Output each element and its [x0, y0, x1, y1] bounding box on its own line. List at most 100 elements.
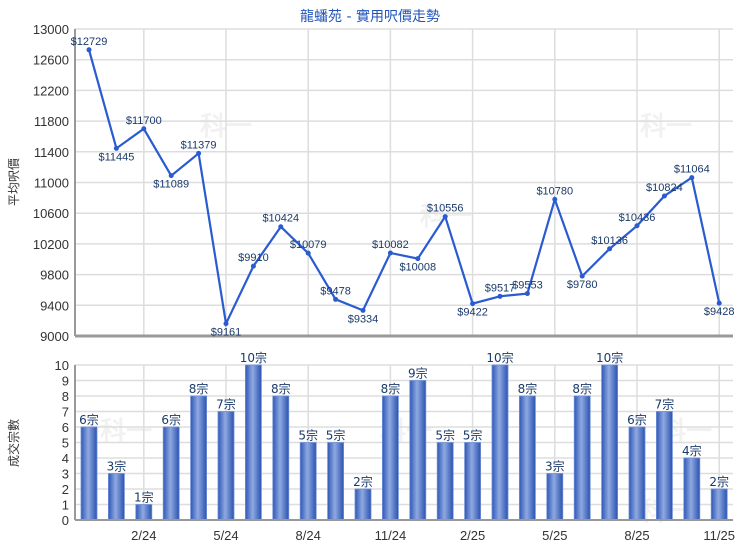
- data-point: [579, 273, 585, 279]
- y-tick-label: 11400: [34, 145, 69, 160]
- bar: [381, 395, 399, 521]
- data-point: [333, 296, 339, 302]
- data-point: [305, 250, 311, 256]
- y-tick-label: 10200: [33, 237, 69, 252]
- bar: [628, 426, 646, 521]
- bar: [244, 364, 262, 521]
- bar-label: 7宗: [216, 397, 236, 412]
- bar: [162, 426, 180, 521]
- y-tick-label: 8: [62, 389, 69, 404]
- bar-label: 2宗: [709, 474, 729, 489]
- x-tick-label: 8/25: [624, 528, 649, 543]
- data-label: $9422: [457, 307, 488, 319]
- data-label: $11089: [153, 179, 189, 191]
- bar: [354, 488, 372, 521]
- bar: [519, 395, 536, 521]
- data-point: [196, 150, 202, 156]
- data-point: [524, 291, 530, 297]
- bar: [409, 380, 427, 521]
- data-point: [470, 301, 476, 307]
- data-label: $12729: [71, 36, 108, 48]
- y-tick-label: 11000: [34, 176, 69, 191]
- y-tick-label: 9400: [40, 298, 69, 313]
- bar: [573, 395, 591, 521]
- bar: [491, 364, 509, 521]
- watermark: 科一: [640, 112, 692, 142]
- data-label: $10556: [427, 203, 464, 215]
- data-label: $9478: [320, 285, 351, 297]
- y-tick-label: 0: [62, 513, 69, 528]
- data-point: [442, 214, 448, 220]
- bar-label: 8宗: [381, 381, 401, 396]
- data-point: [387, 250, 393, 256]
- bar-label: 8宗: [271, 381, 291, 396]
- data-label: $10008: [399, 262, 436, 274]
- data-label: $10424: [262, 213, 299, 225]
- data-point: [415, 256, 421, 262]
- y-tick-label: 9800: [40, 268, 69, 283]
- bar: [299, 442, 317, 521]
- series-line: [87, 49, 721, 328]
- bar-label: 8宗: [518, 381, 538, 396]
- data-label: $10082: [372, 239, 409, 251]
- x-tick-label: 11/24: [375, 528, 407, 543]
- bar: [135, 504, 153, 521]
- bar: [656, 411, 673, 521]
- data-label: $9161: [211, 327, 242, 339]
- bar-label: 4宗: [682, 443, 702, 458]
- y-tick-label: 12600: [33, 53, 69, 68]
- bar: [80, 426, 98, 521]
- y-tick-label: 2: [62, 482, 69, 497]
- bar-label: 6宗: [627, 412, 647, 427]
- data-point: [716, 300, 722, 306]
- data-point: [661, 193, 667, 199]
- x-tick-label: 11/25: [703, 528, 735, 543]
- bar-y-axis-label: 成交宗數: [6, 419, 21, 467]
- data-label: $9910: [238, 252, 269, 264]
- data-point: [634, 223, 640, 229]
- bar: [190, 395, 208, 521]
- data-label: $9517: [485, 282, 516, 294]
- bar-label: 3宗: [107, 459, 127, 474]
- data-point: [168, 173, 174, 179]
- data-point: [86, 47, 92, 53]
- bar: [710, 488, 728, 521]
- y-tick-label: 13000: [33, 22, 69, 37]
- bar: [217, 411, 235, 521]
- data-label: $9428: [704, 306, 735, 318]
- data-label: $10079: [290, 239, 327, 251]
- data-label: $10824: [646, 182, 683, 194]
- data-label: $10780: [536, 185, 573, 197]
- y-tick-label: 9: [62, 374, 69, 389]
- bar-label: 5宗: [435, 428, 455, 443]
- bar-label: 6宗: [79, 412, 99, 427]
- bar-label: 3宗: [545, 459, 565, 474]
- x-tick-label: 5/25: [542, 528, 567, 543]
- bar-label: 6宗: [161, 412, 181, 427]
- bar: [464, 442, 482, 521]
- bar: [546, 473, 564, 521]
- y-tick-label: 6: [62, 420, 69, 435]
- data-point: [278, 224, 284, 230]
- data-label: $10436: [619, 212, 656, 224]
- data-label: $11700: [126, 115, 162, 127]
- bar-label: 10宗: [486, 350, 513, 365]
- bar: [272, 395, 290, 521]
- bar-label: 1宗: [134, 490, 154, 505]
- data-point: [250, 263, 256, 269]
- bar-label: 7宗: [655, 397, 675, 412]
- bar-label: 10宗: [596, 350, 623, 365]
- x-tick-label: 8/24: [296, 528, 321, 543]
- bar-label: 8宗: [572, 381, 592, 396]
- y-tick-label: 11800: [34, 114, 69, 129]
- data-point: [141, 126, 147, 132]
- bar-label: 5宗: [298, 428, 318, 443]
- bar-label: 2宗: [353, 474, 373, 489]
- data-point: [607, 246, 613, 252]
- data-point: [223, 321, 229, 327]
- x-tick-label: 2/24: [131, 528, 156, 543]
- bar-label: 5宗: [326, 428, 346, 443]
- bar-label: 8宗: [189, 381, 209, 396]
- bar: [436, 442, 454, 521]
